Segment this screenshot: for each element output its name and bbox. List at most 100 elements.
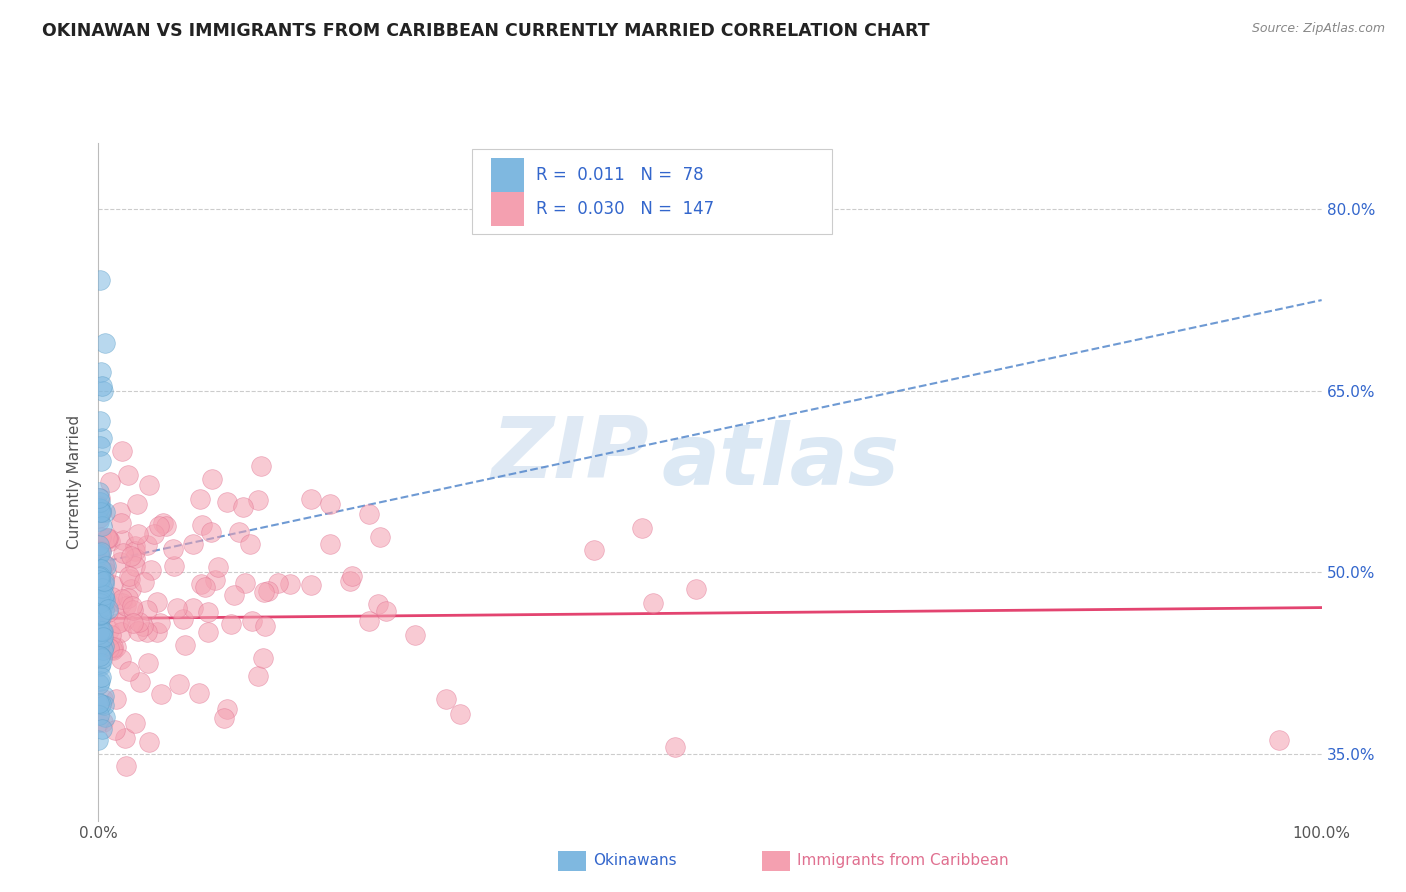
Point — [232, 500, 254, 514]
Point — [89, 596, 111, 610]
Point — [253, 618, 276, 632]
Point — [368, 530, 391, 544]
Point — [104, 640, 127, 655]
Point — [299, 578, 322, 592]
Point — [228, 524, 250, 539]
Point — [89, 640, 111, 654]
Point — [110, 652, 132, 666]
Point — [93, 577, 115, 591]
Point — [253, 584, 276, 599]
Point — [93, 588, 115, 602]
Text: atlas: atlas — [661, 420, 900, 503]
Point — [145, 595, 167, 609]
Point — [87, 627, 110, 641]
Point — [138, 735, 160, 749]
Point — [89, 538, 111, 552]
Point — [94, 559, 117, 574]
Point — [149, 616, 172, 631]
Point — [239, 537, 262, 551]
Point — [217, 495, 239, 509]
FancyBboxPatch shape — [471, 150, 832, 235]
Point — [233, 576, 256, 591]
Point — [117, 591, 139, 606]
Point — [122, 603, 145, 617]
Point — [91, 581, 114, 595]
Point — [90, 543, 112, 558]
Point — [87, 491, 110, 505]
Point — [111, 546, 134, 560]
Point — [357, 507, 380, 521]
Point — [90, 656, 112, 670]
Point — [93, 631, 115, 645]
Point — [110, 625, 132, 640]
Point — [124, 551, 146, 566]
Point — [197, 624, 219, 639]
Point — [249, 459, 271, 474]
Point — [685, 582, 707, 597]
Point — [127, 624, 149, 639]
Point — [118, 664, 141, 678]
Point — [121, 615, 143, 630]
Point — [89, 548, 111, 562]
Point — [111, 444, 134, 458]
Point — [135, 603, 157, 617]
Point — [89, 505, 111, 519]
Point — [94, 593, 117, 607]
Point — [90, 610, 112, 624]
Point — [93, 631, 115, 645]
Point — [89, 595, 111, 609]
Point — [115, 759, 138, 773]
Point — [91, 594, 114, 608]
Point — [319, 537, 342, 551]
Point — [136, 538, 159, 552]
Point — [89, 673, 111, 688]
Point — [152, 516, 174, 530]
Point — [90, 530, 112, 544]
Point — [93, 558, 115, 572]
Point — [91, 643, 114, 657]
Point — [172, 612, 194, 626]
Point — [110, 555, 132, 569]
Point — [212, 711, 235, 725]
Point — [155, 519, 177, 533]
Point — [97, 605, 120, 619]
Point — [124, 558, 146, 573]
Point — [93, 557, 115, 571]
Text: R =  0.030   N =  147: R = 0.030 N = 147 — [536, 200, 714, 219]
Point — [87, 615, 110, 630]
Point — [89, 500, 111, 515]
Point — [103, 723, 125, 737]
Point — [138, 478, 160, 492]
Point — [91, 692, 114, 706]
Point — [181, 537, 204, 551]
Point — [87, 714, 110, 729]
Point — [90, 670, 112, 684]
Point — [89, 573, 111, 587]
Point — [136, 624, 159, 639]
Point — [90, 587, 112, 601]
Point — [188, 492, 211, 507]
Point — [91, 431, 114, 445]
Point — [120, 582, 142, 597]
Point — [257, 584, 280, 599]
Point — [93, 689, 115, 703]
Point — [91, 384, 114, 398]
Point — [87, 732, 110, 747]
Point — [110, 592, 132, 607]
FancyBboxPatch shape — [491, 158, 524, 192]
Point — [631, 521, 654, 535]
Point — [100, 627, 122, 641]
Point — [90, 505, 112, 519]
Point — [114, 731, 136, 746]
Point — [90, 593, 112, 607]
Point — [217, 702, 239, 716]
Point — [111, 596, 134, 610]
Text: Okinawans: Okinawans — [593, 854, 676, 868]
Y-axis label: Currently Married: Currently Married — [66, 415, 82, 549]
Point — [90, 636, 112, 650]
Point — [108, 505, 131, 519]
Point — [112, 533, 135, 547]
Point — [146, 625, 169, 640]
Point — [90, 506, 112, 520]
Point — [94, 566, 117, 580]
